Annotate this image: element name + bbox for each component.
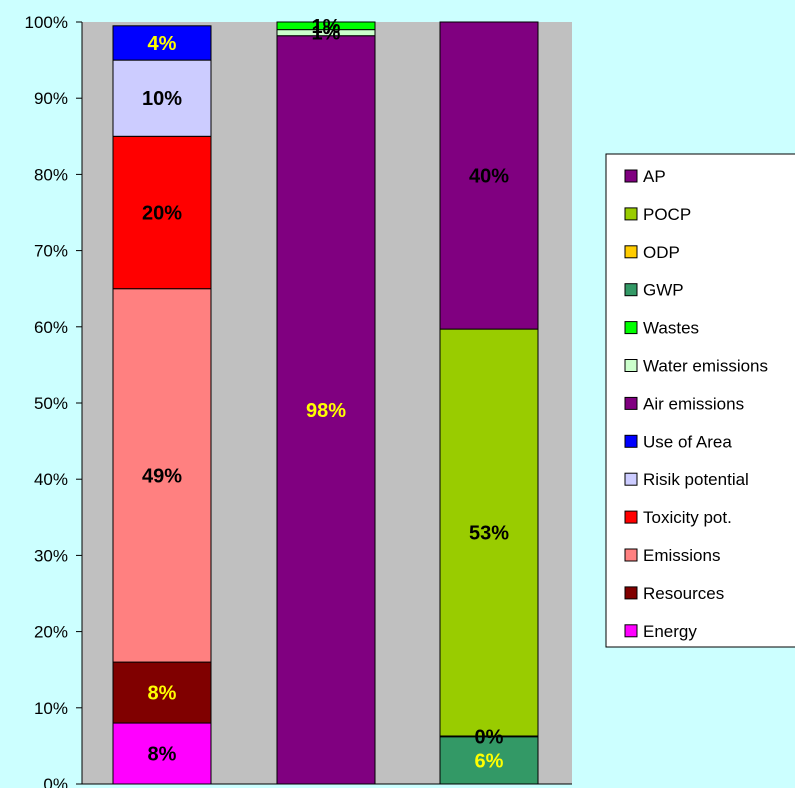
data-label: 10% [142, 88, 182, 110]
y-tick-label: 30% [34, 546, 68, 565]
y-tick-label: 40% [34, 470, 68, 489]
y-tick-label: 70% [34, 242, 68, 261]
data-label: 98% [306, 400, 346, 422]
legend-swatch [624, 548, 638, 562]
legend-swatch [624, 586, 638, 600]
legend-label: Emissions [643, 546, 720, 565]
y-tick-label: 80% [34, 165, 68, 184]
y-tick-label: 20% [34, 623, 68, 642]
legend-label: AP [643, 167, 666, 186]
bar-segment [112, 135, 212, 290]
legend-swatch [624, 321, 638, 335]
data-label: 8% [148, 744, 177, 766]
bar-segment [276, 21, 376, 31]
data-label: 53% [469, 523, 509, 545]
bar-segment [439, 328, 539, 737]
legend-swatch [624, 359, 638, 372]
legend-label: ODP [643, 243, 680, 262]
legend-swatch [624, 472, 638, 486]
data-label: 0% [475, 726, 504, 748]
legend-swatch [624, 396, 638, 410]
y-tick-label: 90% [34, 89, 68, 108]
y-tick-label: 50% [34, 394, 68, 413]
legend-swatch [624, 245, 638, 259]
bar-segment [276, 35, 376, 785]
legend-swatch [624, 510, 638, 524]
y-tick-label: 60% [34, 318, 68, 337]
data-label: 20% [142, 203, 182, 225]
data-label: 49% [142, 465, 182, 487]
legend-swatch [624, 169, 638, 183]
bar-segment [439, 21, 539, 330]
legend-label: Energy [643, 622, 697, 641]
bar-segment [112, 722, 212, 785]
legend-label: Wastes [643, 319, 699, 338]
legend: AP POCP ODP GWP Wastes Water emissions Air emi… [605, 153, 795, 648]
bar-segment [112, 661, 212, 724]
legend-label: Water emissions [643, 357, 768, 376]
legend-swatch [624, 434, 638, 448]
bar-segment [112, 59, 212, 137]
legend-label: GWP [643, 281, 684, 300]
data-label: 1% [312, 23, 341, 45]
data-label: 4% [148, 33, 177, 55]
data-label: 6% [475, 750, 504, 772]
data-label: 40% [469, 166, 509, 188]
y-tick-label: 100% [25, 13, 68, 32]
y-tick-label: 10% [34, 699, 68, 718]
legend-label: Air emissions [643, 394, 744, 413]
legend-label: Toxicity pot. [643, 508, 732, 527]
legend-label: Resources [643, 584, 724, 603]
data-label: 1% [312, 16, 341, 38]
data-label: 8% [148, 683, 177, 705]
bar-segment [439, 736, 539, 785]
legend-label: Use of Area [643, 432, 732, 451]
segment-labels-group: 8% 8% 49% 20% 10% 4% 98% 1%1% 6%0% 53% 40% [142, 16, 509, 773]
bars-group [112, 21, 539, 785]
legend-swatch [624, 283, 638, 297]
bar-segment [112, 25, 212, 61]
y-tick-label: 0% [43, 775, 68, 788]
legend-swatch [624, 624, 638, 638]
legend-label: Risik potential [643, 470, 749, 489]
legend-swatch [624, 207, 638, 221]
legend-label: POCP [643, 205, 691, 224]
y-axis: 0% 10% 20% 30% 40% 50% 60% 70% 80% 90% 100% [25, 13, 572, 788]
